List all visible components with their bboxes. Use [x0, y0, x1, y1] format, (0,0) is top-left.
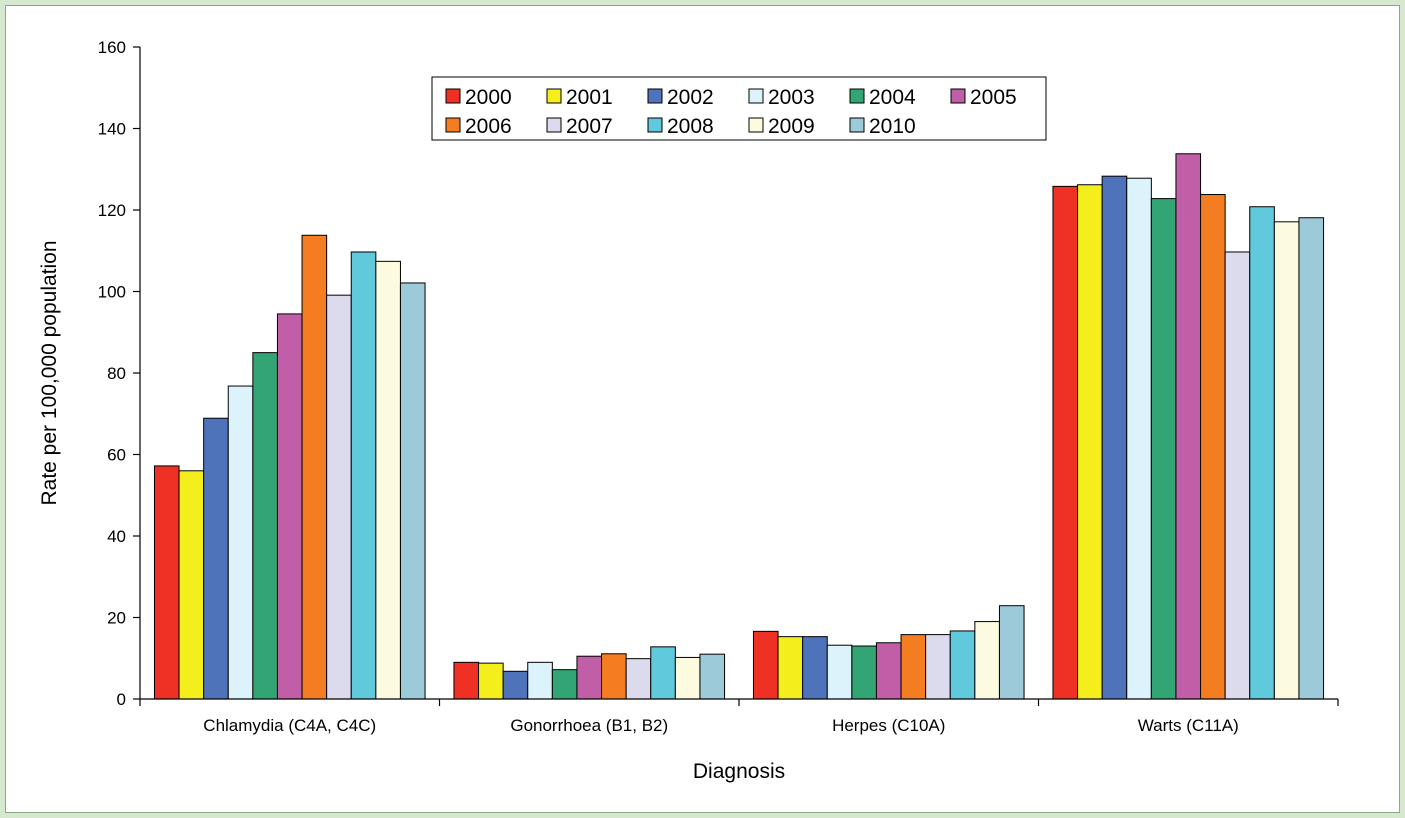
y-ticks: 0 20 40 60 80 100 120 140 160 — [98, 38, 140, 709]
bar — [153, 465, 180, 700]
legend-label: 2000 — [465, 86, 512, 109]
legend-label: 2008 — [667, 115, 714, 138]
x-tick-label: Chlamydia (C4A, C4C) — [203, 716, 376, 735]
y-tick-label: 0 — [117, 690, 126, 709]
y-tick-label: 100 — [98, 283, 126, 302]
legend-swatch — [445, 117, 461, 133]
bar — [203, 417, 229, 700]
legend-label: 2010 — [869, 115, 916, 138]
x-tick-label: Gonorrhoea (B1, B2) — [510, 716, 668, 735]
bar — [478, 662, 504, 700]
bar — [453, 661, 480, 700]
bar — [252, 352, 278, 700]
legend-label: 2004 — [869, 86, 916, 109]
chart-frame: 0 20 40 60 80 100 120 140 160 Chlamydia (C4A, C4… — [5, 5, 1400, 813]
x-tick-label: Warts (C11A) — [1138, 716, 1239, 735]
bar — [227, 385, 254, 700]
bar — [752, 630, 779, 700]
bar — [1273, 221, 1300, 700]
legend-swatch — [445, 88, 461, 104]
legend-label: 2006 — [465, 115, 512, 138]
legend-label: 2009 — [768, 115, 815, 138]
bar — [576, 655, 603, 700]
legend-swatch — [849, 117, 865, 133]
bar — [1175, 153, 1202, 700]
bar — [375, 260, 401, 700]
bar — [301, 234, 328, 700]
bar — [601, 653, 627, 700]
bar — [777, 636, 804, 700]
legend-swatch — [546, 88, 562, 104]
bar — [625, 658, 652, 700]
bar — [925, 634, 951, 700]
legend-swatch — [647, 117, 663, 133]
bar — [1101, 175, 1128, 700]
legend: 2000 2001 2002 2003 2004 2005 2006 2007 2008 2009… — [431, 76, 1047, 141]
legend-label: 2002 — [667, 86, 714, 109]
y-tick-label: 120 — [98, 201, 126, 220]
legend-label: 2003 — [768, 86, 815, 109]
legend-swatch — [748, 117, 764, 133]
bar — [1224, 251, 1251, 700]
bar — [998, 605, 1025, 700]
bar — [851, 645, 877, 700]
legend-swatch — [849, 88, 865, 104]
bar-chart: 0 20 40 60 80 100 120 140 160 Chlamydia (C4A, C4… — [38, 38, 1339, 783]
bar — [178, 470, 205, 700]
x-axis-title: Diagnosis — [693, 760, 785, 783]
bar — [527, 661, 553, 700]
bar — [502, 670, 529, 700]
bar — [1298, 217, 1325, 700]
y-tick-label: 20 — [107, 609, 126, 628]
bar — [674, 656, 701, 700]
y-axis-title: Rate per 100,000 population — [38, 240, 61, 505]
bar — [875, 642, 902, 700]
bar — [1249, 206, 1275, 700]
legend-label: 2001 — [566, 86, 613, 109]
bar — [826, 644, 853, 700]
bar — [974, 621, 1000, 700]
legend-label: 2005 — [970, 86, 1017, 109]
legend-swatch — [546, 117, 562, 133]
bar — [1150, 198, 1177, 700]
bars-group — [153, 153, 1325, 700]
bar — [1126, 177, 1152, 700]
bar — [326, 294, 352, 700]
y-tick-label: 140 — [98, 120, 126, 139]
bar — [900, 634, 927, 700]
y-tick-label: 60 — [107, 446, 126, 465]
y-tick-label: 40 — [107, 527, 126, 546]
bar — [650, 646, 676, 700]
y-tick-label: 80 — [107, 364, 126, 383]
bar — [551, 669, 578, 700]
y-tick-label: 160 — [98, 38, 126, 57]
bar — [350, 251, 377, 700]
x-tick-label: Herpes (C10A) — [832, 716, 945, 735]
legend-label: 2007 — [566, 115, 613, 138]
bar — [276, 313, 303, 700]
bar — [949, 630, 976, 700]
bar — [699, 653, 726, 700]
legend-swatch — [950, 88, 966, 104]
bar — [1077, 184, 1103, 700]
bar — [802, 636, 828, 700]
x-ticks: Chlamydia (C4A, C4C) Gonorrhoea (B1, B2) H… — [139, 699, 1339, 735]
bar — [1052, 185, 1079, 700]
legend-swatch — [647, 88, 663, 104]
bar — [1200, 194, 1226, 700]
legend-box — [431, 76, 1047, 141]
bar — [399, 282, 426, 700]
legend-swatch — [748, 88, 764, 104]
